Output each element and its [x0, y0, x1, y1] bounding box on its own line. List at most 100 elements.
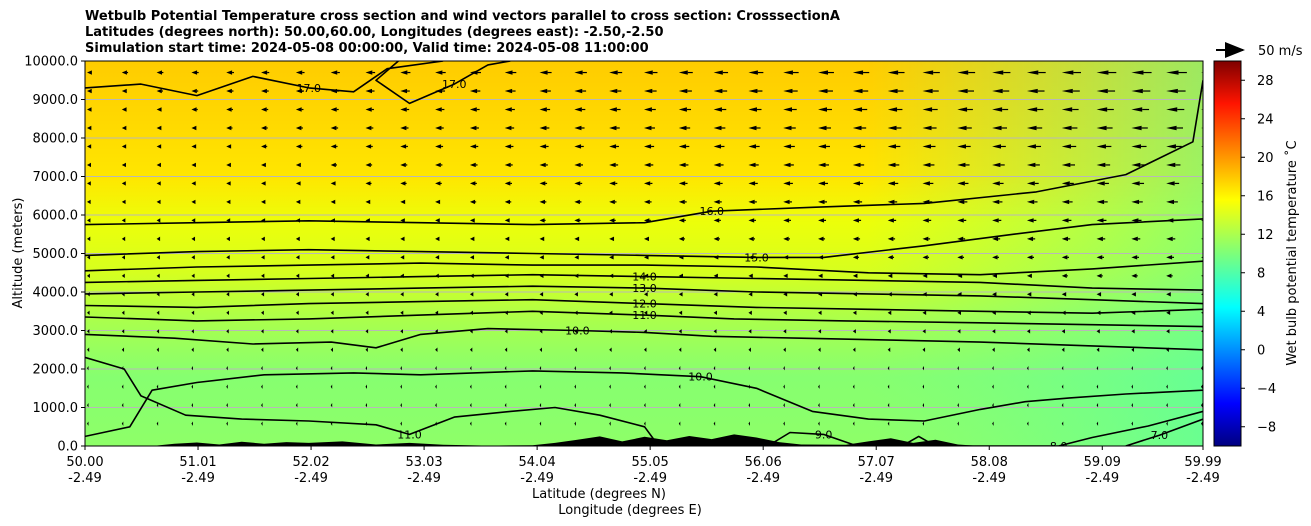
wind-vector	[574, 107, 582, 112]
wind-vector	[539, 144, 547, 149]
wind-vector	[539, 347, 542, 352]
wind-vector	[435, 292, 439, 297]
wind-vector	[539, 402, 542, 408]
wind-vector	[887, 144, 897, 149]
wind-vector	[1026, 125, 1037, 131]
wind-vector	[295, 402, 298, 408]
wind-vector	[1131, 421, 1133, 426]
wind-vector	[957, 181, 965, 186]
wind-vector	[191, 292, 195, 297]
wind-vector	[609, 402, 611, 408]
wind-vector	[87, 421, 89, 426]
wind-vector	[156, 273, 160, 279]
wind-vector	[121, 70, 127, 75]
contour-label: 14.0	[632, 271, 657, 284]
chart-title-line-3: Simulation start time: 2024-05-08 00:00:…	[85, 41, 649, 56]
wind-vector	[1061, 236, 1068, 242]
wind-vector	[1061, 88, 1073, 94]
wind-vector	[1026, 402, 1029, 408]
wind-vector	[957, 347, 960, 352]
wind-vector	[156, 421, 159, 426]
x-tick-label-lat: 57.07	[858, 455, 895, 470]
contour-label: 12.0	[632, 298, 657, 311]
x-tick-label-lon: -2.49	[407, 471, 441, 486]
wind-vector	[435, 125, 442, 131]
contour-label: 17.0	[442, 78, 467, 91]
y-tick-label: 6000.0	[33, 209, 79, 224]
wind-vector	[783, 125, 792, 131]
wind-vector	[887, 366, 890, 371]
wind-vector	[678, 310, 683, 315]
wind-vector	[504, 255, 509, 260]
wind-vector	[922, 273, 928, 279]
wind-vector	[713, 384, 716, 389]
wind-vector	[121, 384, 124, 389]
wind-vector	[261, 384, 263, 389]
wind-vector	[156, 384, 159, 389]
wind-vector	[261, 347, 264, 352]
wind-vector	[261, 402, 263, 408]
wind-vector	[783, 421, 785, 426]
wind-vector	[922, 366, 924, 371]
wind-vector	[226, 255, 230, 260]
wind-vector	[783, 107, 792, 112]
wind-vector	[191, 107, 197, 112]
wind-vector	[609, 199, 615, 205]
wind-vector	[191, 144, 197, 149]
wind-vector	[226, 292, 230, 297]
wind-vector	[818, 273, 823, 279]
wind-vector	[226, 366, 228, 371]
wind-vector	[957, 107, 968, 112]
wind-vector	[609, 366, 611, 371]
wind-vector	[748, 402, 750, 408]
wind-vector	[852, 402, 855, 408]
wind-vector	[644, 107, 652, 112]
x-tick-label-lat: 56.06	[745, 455, 782, 470]
contour-line	[375, 61, 511, 105]
wind-vector	[1166, 181, 1175, 186]
wind-vector	[957, 70, 969, 75]
wind-vector	[957, 125, 967, 131]
wind-vector	[922, 402, 924, 408]
wind-vector	[400, 162, 406, 168]
wind-vector	[365, 70, 373, 75]
wind-vector	[818, 162, 826, 168]
contour-line	[85, 80, 1203, 226]
x-tick-label-lat: 50.00	[66, 455, 103, 470]
wind-vector	[226, 88, 232, 94]
wind-vector	[261, 181, 266, 186]
wind-vector	[121, 421, 124, 426]
wind-vector	[783, 88, 793, 94]
wind-vector	[1096, 236, 1103, 242]
wind-vector	[226, 421, 228, 426]
wind-vector	[644, 70, 653, 75]
quiver-key: 50 m/s	[1216, 42, 1303, 59]
wind-vector	[365, 107, 372, 112]
wind-vector	[365, 292, 369, 297]
wind-vector	[783, 366, 785, 371]
wind-vector	[609, 70, 618, 75]
wind-vector	[818, 70, 829, 75]
wind-vector	[400, 88, 408, 94]
wind-vector	[261, 292, 265, 297]
wind-vector	[609, 347, 612, 352]
wind-vector	[191, 347, 194, 352]
wind-vector	[852, 181, 860, 186]
contour-line	[85, 310, 1203, 328]
wind-vector	[1131, 144, 1141, 149]
wind-vector	[87, 366, 89, 371]
wind-vector	[887, 218, 894, 223]
wind-vector	[922, 107, 933, 112]
wind-vector	[1096, 70, 1109, 75]
wind-vector	[1096, 162, 1106, 168]
wind-vector	[852, 310, 857, 315]
wind-vector	[1026, 421, 1029, 426]
wind-vector	[504, 70, 513, 75]
wind-vector	[678, 347, 682, 352]
wind-vector	[852, 329, 856, 334]
wind-vector	[1096, 107, 1108, 112]
wind-vector	[818, 181, 826, 186]
wind-vector	[365, 366, 367, 371]
wind-vector	[330, 162, 336, 168]
